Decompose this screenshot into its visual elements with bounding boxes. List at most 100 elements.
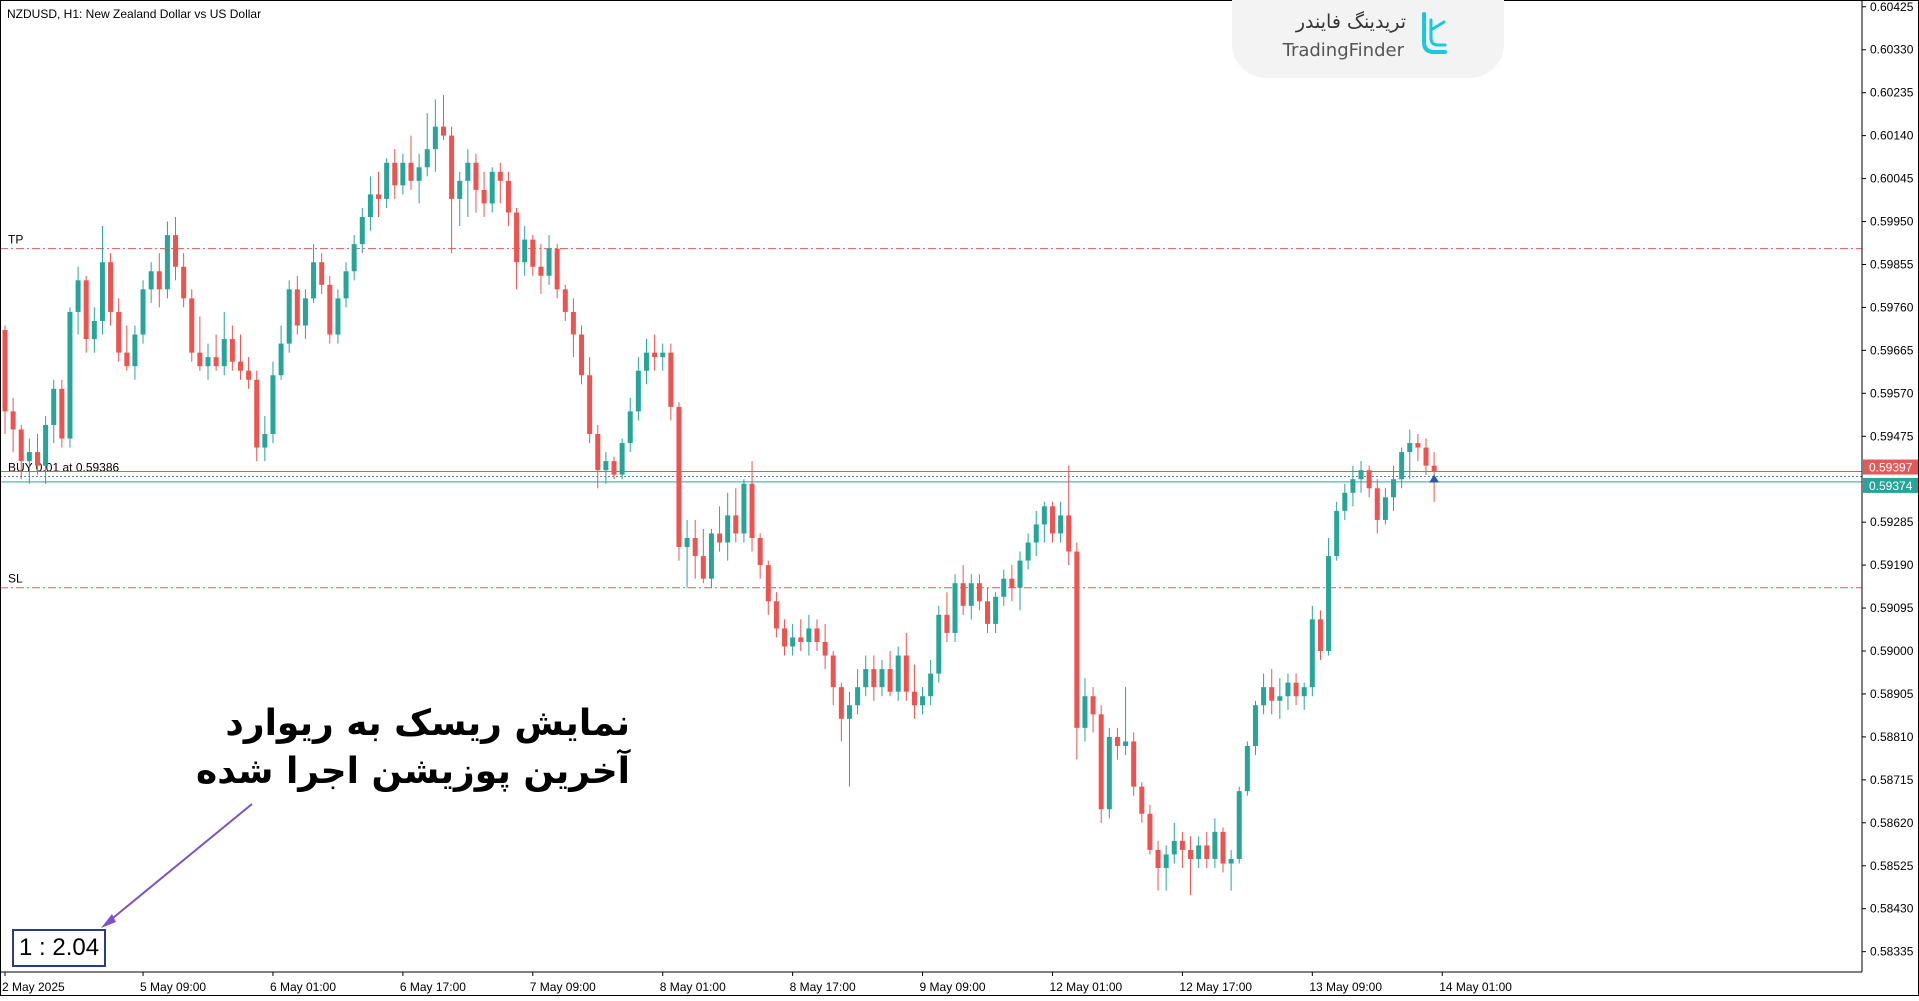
candle-122 (993, 592, 999, 633)
candle-12 (99, 226, 105, 335)
candle-107 (871, 655, 877, 701)
candle-49 (400, 153, 406, 195)
candle-71 (579, 325, 585, 385)
y-tick-label-15: 0.58905 (1870, 687, 1914, 701)
y-tick-label-11: 0.59285 (1870, 515, 1914, 529)
candle-101 (822, 623, 828, 670)
risk-reward-annotation: نمایش ریسک به ریوارد آخرین پوزیشن اجرا ش… (180, 700, 630, 796)
candle-109 (887, 651, 893, 697)
candle-132 (1074, 542, 1080, 760)
candle-108 (879, 660, 885, 697)
candle-126 (1025, 533, 1031, 570)
candle-21 (173, 217, 179, 281)
candle-2 (18, 424, 24, 480)
candle-147 (1196, 836, 1202, 869)
candle-98 (798, 619, 804, 652)
candle-34 (278, 325, 284, 380)
candle-59 (481, 171, 487, 218)
candle-85 (692, 519, 698, 579)
candle-130 (1058, 501, 1064, 543)
candle-77 (627, 397, 633, 453)
candle-3 (26, 438, 32, 484)
candle-158 (1285, 673, 1291, 710)
candle-175 (1423, 438, 1429, 475)
candle-168 (1366, 465, 1372, 498)
candle-121 (985, 587, 991, 633)
candle-42 (343, 262, 349, 308)
candle-165 (1342, 483, 1348, 520)
candle-5 (43, 415, 49, 484)
candle-136 (1106, 727, 1112, 819)
candle-96 (782, 619, 788, 656)
candle-68 (554, 244, 560, 299)
candle-46 (376, 171, 382, 218)
candle-95 (773, 592, 779, 638)
candle-93 (757, 533, 763, 579)
candle-73 (595, 424, 601, 489)
candle-102 (830, 651, 836, 706)
candle-18 (148, 262, 154, 303)
candle-110 (895, 646, 901, 701)
y-tick-label-16: 0.58810 (1870, 730, 1914, 744)
candle-41 (335, 289, 341, 344)
candle-159 (1293, 673, 1299, 706)
candle-150 (1220, 827, 1226, 873)
candle-45 (367, 176, 373, 231)
candle-127 (1033, 510, 1039, 557)
candle-79 (643, 339, 649, 385)
annotation-arrow-line (107, 803, 253, 923)
candle-20 (164, 221, 170, 299)
price-badge-1 (1863, 477, 1918, 493)
y-tick-label-6: 0.59855 (1870, 257, 1914, 271)
y-tick-label-0: 0.60425 (1870, 0, 1914, 14)
candle-154 (1252, 700, 1258, 755)
candle-105 (855, 669, 861, 715)
y-tick-label-12: 0.59190 (1870, 558, 1914, 572)
price-line-label-0: TP (8, 233, 23, 247)
y-tick-label-21: 0.58335 (1870, 945, 1914, 959)
candle-141 (1147, 804, 1153, 855)
candle-91 (741, 479, 747, 543)
tradingfinder-logo-icon (1422, 12, 1447, 54)
candle-52 (424, 113, 430, 177)
candle-138 (1123, 687, 1129, 755)
price-line-label-2: BUY 0.01 at 0.59386 (8, 461, 120, 475)
candle-28 (229, 325, 235, 371)
y-tick-label-7: 0.59760 (1870, 300, 1914, 314)
buy-entry-arrow (1429, 474, 1440, 483)
candle-74 (603, 452, 609, 484)
candle-37 (302, 289, 308, 340)
candle-100 (814, 619, 820, 652)
candle-139 (1131, 732, 1137, 796)
candle-19 (156, 253, 162, 308)
x-tick-label-9: 12 May 17:00 (1179, 980, 1252, 994)
candle-155 (1261, 673, 1267, 715)
candle-57 (465, 149, 471, 218)
candle-16 (132, 325, 138, 380)
candle-169 (1374, 479, 1380, 534)
price-badge-label-0: 0.59397 (1869, 461, 1913, 475)
candle-81 (660, 343, 666, 371)
candle-7 (59, 379, 65, 448)
candle-14 (116, 298, 122, 362)
candle-83 (676, 402, 682, 561)
candle-4 (34, 434, 40, 475)
candle-112 (911, 664, 917, 719)
candle-124 (1009, 565, 1015, 602)
candle-62 (505, 171, 511, 227)
y-tick-label-14: 0.59000 (1870, 644, 1914, 658)
x-tick-label-1: 5 May 09:00 (140, 980, 206, 994)
candle-17 (140, 280, 146, 344)
y-tick-label-19: 0.58525 (1870, 859, 1914, 873)
candle-156 (1269, 669, 1275, 715)
candle-56 (457, 171, 463, 227)
candle-86 (700, 528, 706, 584)
candle-145 (1179, 831, 1185, 869)
candle-23 (189, 289, 195, 362)
logo-text-en: TradingFinder (1282, 40, 1404, 61)
candle-162 (1317, 610, 1323, 661)
candle-47 (384, 158, 390, 208)
candle-70 (570, 298, 576, 358)
